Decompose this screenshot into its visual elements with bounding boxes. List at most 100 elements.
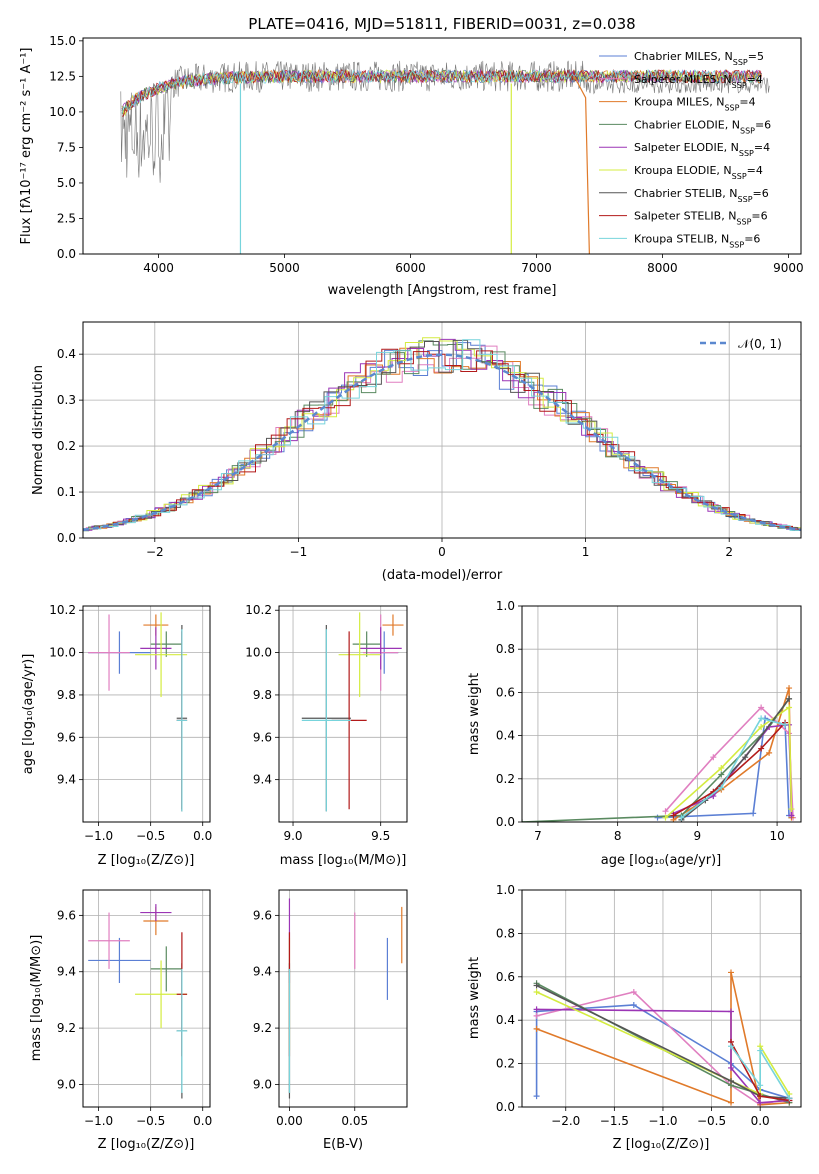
xtick-label: 7000 — [521, 261, 552, 275]
xtick-label: 0.0 — [751, 1114, 770, 1128]
mw-marker — [757, 1047, 764, 1054]
errorbar-salpeter_elodie — [140, 627, 172, 670]
ytick-label: 9.0 — [57, 1077, 76, 1091]
ytick-label: 9.8 — [57, 688, 76, 702]
legend-entry: Kroupa STELIB, NSSP=6 — [634, 232, 760, 249]
errorbar-chabrier_elodie — [352, 631, 381, 657]
ytick-label: 1.0 — [496, 599, 515, 613]
errorbar-salpeter_miles — [88, 912, 130, 969]
mw-line-chabrier_stelib — [680, 698, 790, 821]
xtick-label: −0.5 — [136, 829, 165, 843]
ytick-label: 9.6 — [253, 730, 272, 744]
ytick-label: 5.0 — [57, 176, 76, 190]
mw-marker — [786, 695, 793, 702]
mw-line-salpeter_stelib — [673, 722, 786, 817]
mw-marker — [750, 810, 757, 817]
legend-entry: Salpeter ELODIE, NSSP=4 — [634, 141, 770, 158]
xtick-label: −2.0 — [551, 1114, 580, 1128]
residual-hist-kroupa_miles — [83, 347, 801, 531]
xtick-label: 2 — [725, 545, 733, 559]
ytick-label: 9.4 — [253, 965, 272, 979]
ytick-label: 10.2 — [245, 603, 272, 617]
ytick-label: 9.4 — [57, 965, 76, 979]
ytick-label: 0.2 — [496, 772, 515, 786]
mw-marker — [782, 721, 789, 728]
xtick-label: 6000 — [395, 261, 426, 275]
mw-line-chabrier_miles — [535, 1004, 790, 1100]
xtick-label: 1 — [582, 545, 590, 559]
ytick-label: 0.0 — [57, 247, 76, 261]
mw-marker — [757, 1093, 764, 1100]
residuals-legend: 𝒩(0, 1) — [700, 337, 782, 351]
xtick-label: 9000 — [773, 261, 804, 275]
xtick-label: −1.0 — [648, 1114, 677, 1128]
spectrum-dropout — [573, 76, 590, 254]
xtick-label: 0.0 — [193, 1114, 212, 1128]
mw-marker — [728, 1077, 735, 1084]
legend-entry: Kroupa ELODIE, NSSP=4 — [634, 164, 763, 181]
mw-vs-age-ylabel: mass weight — [467, 673, 482, 755]
mw-marker — [718, 784, 725, 791]
mw-marker — [758, 723, 765, 730]
ytick-label: 10.0 — [49, 646, 76, 660]
mw-marker — [758, 704, 765, 711]
ytick-label: 9.6 — [57, 908, 76, 922]
legend-entry: Chabrier STELIB, NSSP=6 — [634, 187, 769, 204]
mw-vs-z-ylabel: mass weight — [467, 957, 482, 1039]
mw-vs-age-panel: 7 8 9 10 0.0 0.2 0.4 0.6 0.8 1.0 age [log₁₀(age/y… — [467, 599, 802, 868]
residuals-panel: −2 −1 0 1 2 0.0 0.1 0.2 0.3 0.4 (data-model)/erro… — [31, 321, 802, 583]
mw-marker — [654, 814, 661, 821]
ytick-label: 0.8 — [496, 642, 515, 656]
xtick-label: 5000 — [269, 261, 300, 275]
errorbar-chabrier_elodie — [150, 946, 182, 992]
spectrum-legend: Chabrier MILES, NSSP=5 Salpeter MILES, NS… — [599, 50, 771, 249]
age-vs-z-panel: −1.0 −0.5 0.0 9.4 9.6 9.8 10.0 10.2 Z [log₁₀(Z/… — [21, 603, 212, 868]
ytick-label: 9.2 — [253, 1021, 272, 1035]
residual-hist-chabrier_stelib — [83, 339, 801, 531]
errorbar-kroupa_elodie — [338, 612, 381, 698]
errorbar-kroupa_miles — [382, 614, 404, 636]
ytick-label: 0.4 — [496, 729, 515, 743]
ytick-label: 0.0 — [496, 1100, 515, 1114]
spectrum-frame — [82, 37, 802, 255]
mw-marker — [728, 969, 735, 976]
mw-marker — [662, 814, 669, 821]
ytick-label: 9.0 — [253, 1077, 272, 1091]
ytick-label: 15.0 — [49, 34, 76, 48]
mw-vs-z-xlabel: Z [log₁₀(Z/Z⊙)] — [613, 1137, 710, 1152]
ytick-label: 1.0 — [496, 883, 515, 897]
ytick-label: 0.1 — [57, 485, 76, 499]
residual-hist-salpeter_miles — [83, 345, 801, 531]
ytick-label: 9.6 — [253, 908, 272, 922]
mw-marker — [728, 1064, 735, 1071]
errorbar-kroupa_elodie — [135, 612, 188, 698]
mw-marker — [630, 1002, 637, 1009]
mw-marker — [788, 812, 795, 819]
mw-marker — [728, 1008, 735, 1015]
xtick-label: 8000 — [647, 261, 678, 275]
ytick-label: 0.6 — [496, 685, 515, 699]
mass-vs-z-xlabel: Z [log₁₀(Z/Z⊙)] — [98, 1137, 195, 1152]
errorbar-salpeter_elodie — [140, 904, 172, 921]
mw-marker — [630, 988, 637, 995]
xtick-label: 7 — [534, 829, 542, 843]
ytick-label: 7.5 — [57, 140, 76, 154]
mass-vs-ebv-panel: 0.00 0.05 9.0 9.2 9.4 9.6 E(B-V) — [253, 889, 408, 1152]
mw-marker — [533, 1012, 540, 1019]
residuals-ylabel: Normed distribution — [31, 365, 46, 495]
mw-marker — [757, 1082, 764, 1089]
residual-hist-kroupa_elodie — [83, 337, 801, 530]
ytick-label: 9.4 — [253, 773, 272, 787]
ytick-label: 10.2 — [49, 603, 76, 617]
xtick-label: 0 — [438, 545, 446, 559]
age-vs-mass-xlabel: mass [log₁₀(M/M⊙)] — [280, 853, 407, 868]
ytick-label: 9.8 — [253, 688, 272, 702]
ytick-label: 0.2 — [57, 439, 76, 453]
ytick-label: 0.4 — [496, 1013, 515, 1027]
mw-marker — [786, 1095, 793, 1102]
mw-line-kroupa_elodie — [664, 705, 793, 819]
mw-marker — [718, 771, 725, 778]
mw-marker — [533, 988, 540, 995]
spectrum-title: PLATE=0416, MJD=51811, FIBERID=0031, z=0… — [248, 15, 635, 33]
residuals-xlabel: (data-model)/error — [382, 568, 503, 583]
